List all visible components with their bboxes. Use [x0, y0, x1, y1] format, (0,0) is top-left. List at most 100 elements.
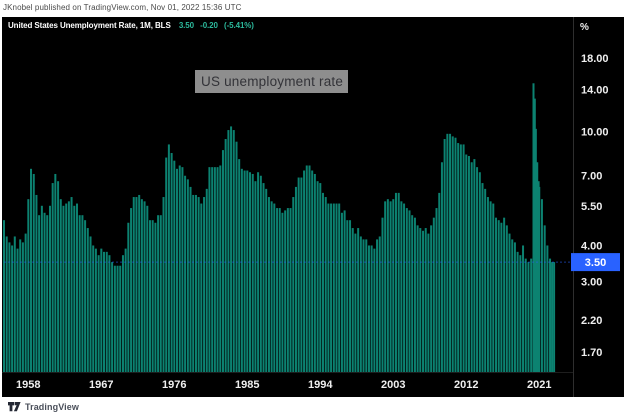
histogram-bar [138, 194, 141, 372]
histogram-bar [419, 228, 422, 372]
series-values: 3.50 -0.20 (-5.41%) [179, 21, 258, 30]
histogram-bar [192, 194, 195, 372]
histogram-bar [203, 197, 206, 372]
histogram-bar [438, 192, 441, 372]
histogram-bar [446, 133, 449, 372]
histogram-bar [376, 239, 379, 372]
y-tick-label: 14.00 [581, 84, 609, 96]
histogram-bar [281, 212, 284, 372]
histogram-bar [116, 265, 119, 372]
histogram-bar [489, 201, 492, 372]
histogram-bar [16, 248, 19, 372]
histogram-bar [354, 233, 357, 372]
histogram-bar [251, 173, 254, 372]
histogram-bar [467, 156, 470, 372]
histogram-bar [238, 159, 241, 372]
histogram-bar [549, 258, 552, 372]
histogram-bar [24, 233, 27, 372]
histogram-bar [97, 255, 100, 372]
series-title: United States Unemployment Rate, 1M, BLS [8, 21, 171, 30]
unemployment-histogram-chart[interactable]: % 18.00 14.00 10.00 7.00 5.50 4.00 3.00 2.20 1.70… [2, 17, 624, 397]
histogram-bar [327, 203, 330, 372]
histogram-bar [386, 199, 389, 372]
histogram-bar [19, 239, 22, 372]
histogram-bar [13, 236, 16, 372]
histogram-bar [200, 203, 203, 372]
histogram-bar [140, 199, 143, 372]
histogram-bar [300, 177, 303, 372]
histogram-bar [286, 208, 289, 372]
histogram-bar [289, 208, 292, 372]
histogram-bar [57, 181, 60, 372]
histogram-bar [381, 217, 384, 372]
histogram-bar [197, 197, 200, 372]
histogram-bar [343, 210, 346, 372]
histogram-bar [533, 98, 536, 373]
histogram-bar [457, 143, 460, 372]
price-scale[interactable]: % 18.00 14.00 10.00 7.00 5.50 4.00 3.00 2.20 1.70 [580, 22, 609, 359]
histogram-bar [362, 239, 365, 372]
histogram-bar [219, 165, 222, 372]
histogram-bar [100, 248, 103, 372]
histogram-bar [162, 197, 165, 372]
histogram-bar [124, 248, 127, 372]
histogram-bar [530, 258, 533, 372]
y-tick-label: 2.20 [581, 315, 602, 327]
histogram-bar [232, 130, 235, 372]
chart-text-annotation[interactable]: US unemployment rate [195, 70, 348, 93]
histogram-bar [367, 245, 370, 372]
histogram-bar [165, 157, 168, 372]
histogram-bar [132, 197, 135, 372]
histogram-bar [38, 215, 41, 372]
price-unit-label: % [580, 22, 589, 33]
histogram-bar [430, 225, 433, 372]
histogram-bar [543, 225, 546, 372]
histogram-bar [297, 177, 300, 372]
tradingview-footer[interactable]: TradingView [8, 402, 79, 412]
histogram-bar [470, 162, 473, 372]
histogram-bar [27, 199, 30, 372]
time-scale[interactable]: 1958 1967 1976 1985 1994 2003 2012 2021 [16, 379, 551, 391]
histogram-bar [459, 144, 462, 372]
histogram-bar [524, 258, 527, 372]
x-tick-label: 1958 [16, 379, 40, 391]
histogram-bar [159, 215, 162, 372]
y-tick-label: 5.50 [581, 201, 602, 213]
x-tick-label: 2021 [527, 379, 551, 391]
histogram-bar [378, 236, 381, 372]
histogram-bar [8, 242, 11, 372]
y-tick-label: 7.00 [581, 171, 602, 183]
histogram-bar [181, 167, 184, 372]
histogram-bar [121, 255, 124, 372]
chart-area[interactable]: % 18.00 14.00 10.00 7.00 5.50 4.00 3.00 2.20 1.70… [2, 17, 624, 397]
histogram-bar [513, 242, 516, 372]
y-tick-label: 1.70 [581, 347, 602, 359]
histogram-bar [208, 167, 211, 372]
histogram-bar [454, 137, 457, 372]
histogram-bar [330, 203, 333, 372]
histogram-bar [408, 210, 411, 372]
histogram-bar [508, 233, 511, 372]
histogram-bar [273, 203, 276, 372]
histogram-bar [553, 262, 556, 372]
histogram-bar [211, 167, 214, 372]
last-price-badge-text: 3.50 [585, 257, 606, 269]
histogram-bar [46, 215, 49, 372]
tradingview-logo-icon [8, 402, 21, 412]
histogram-bar [511, 239, 514, 372]
histogram-bar [313, 173, 316, 372]
histogram-bar [94, 248, 97, 372]
histogram-bar [262, 183, 265, 372]
histogram-bar [365, 239, 368, 372]
histogram-bar [373, 248, 376, 372]
histogram-bar [534, 128, 537, 372]
histogram-bar [516, 251, 519, 372]
published-attribution-line: JKnobel published on TradingView.com, No… [3, 3, 242, 12]
histogram-bar [157, 215, 160, 372]
histogram-bar [67, 201, 70, 372]
histogram-bar [308, 165, 311, 372]
histogram-bar [135, 197, 138, 372]
series-legend[interactable]: United States Unemployment Rate, 1M, BLS… [8, 21, 258, 30]
histogram-bar [3, 220, 5, 372]
histogram-bar [224, 139, 227, 372]
